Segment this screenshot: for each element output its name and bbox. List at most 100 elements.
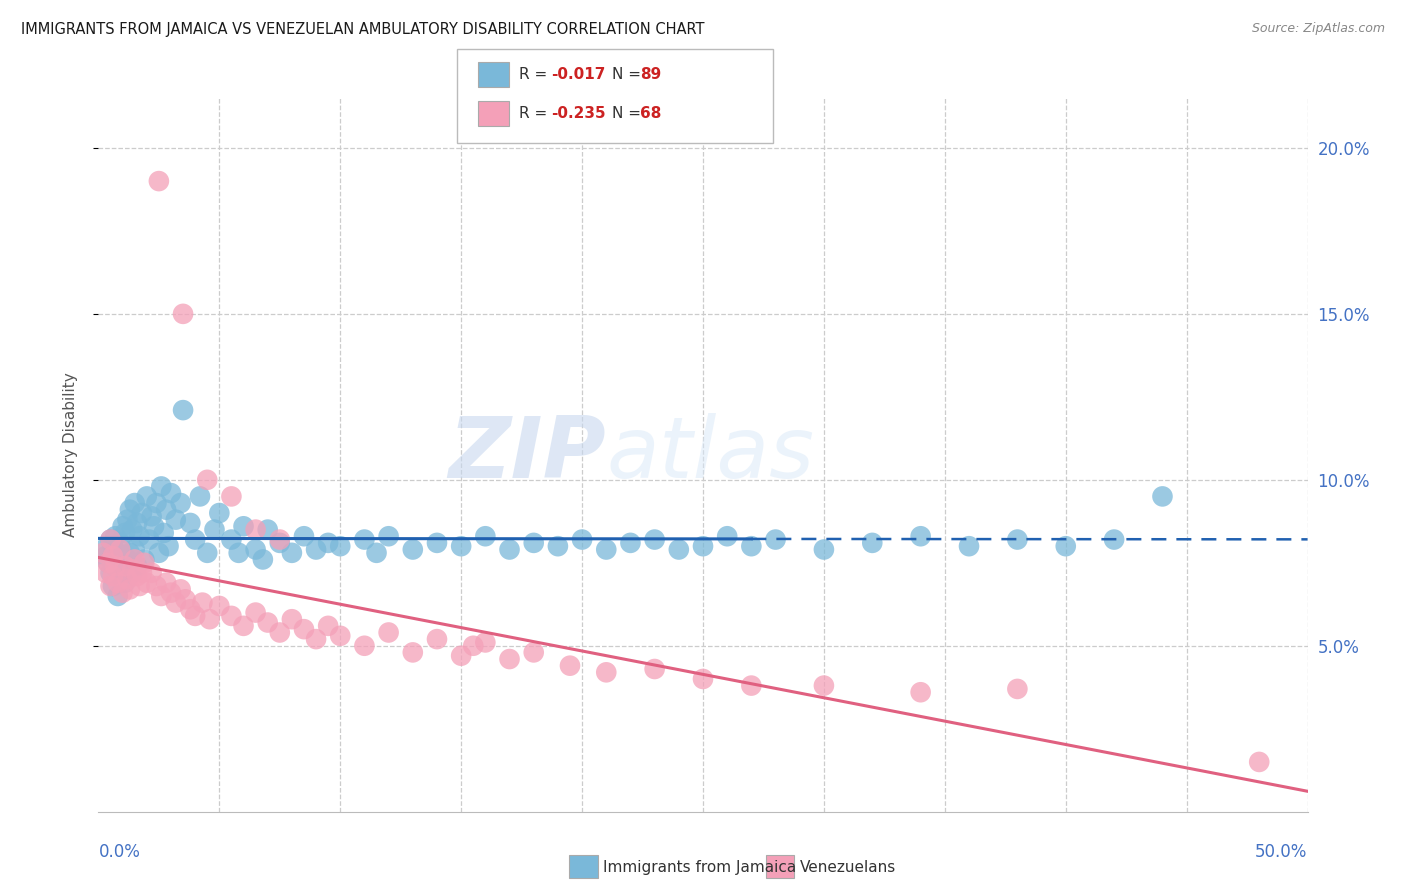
Text: 50.0%: 50.0%	[1256, 843, 1308, 861]
Point	[498, 542, 520, 557]
Point	[100, 579, 122, 593]
Point	[329, 629, 352, 643]
Point	[131, 566, 153, 580]
Text: 89: 89	[640, 68, 661, 82]
Point	[155, 502, 177, 516]
Point	[426, 536, 449, 550]
Point	[957, 539, 980, 553]
Point	[198, 612, 221, 626]
Point	[101, 579, 124, 593]
Point	[145, 579, 167, 593]
Point	[128, 529, 150, 543]
Point	[91, 546, 114, 560]
Point	[402, 645, 425, 659]
Point	[127, 559, 149, 574]
Point	[208, 599, 231, 613]
Point	[523, 536, 546, 550]
Point	[692, 672, 714, 686]
Point	[813, 542, 835, 557]
Text: Source: ZipAtlas.com: Source: ZipAtlas.com	[1251, 22, 1385, 36]
Point	[305, 632, 328, 647]
Point	[104, 559, 127, 574]
Point	[121, 566, 143, 580]
Point	[165, 513, 187, 527]
Text: 0.0%: 0.0%	[98, 843, 141, 861]
Point	[668, 542, 690, 557]
Point	[245, 606, 267, 620]
Point	[150, 589, 173, 603]
Point	[107, 575, 129, 590]
Point	[1102, 533, 1125, 547]
Point	[117, 552, 139, 566]
Point	[117, 513, 139, 527]
Point	[269, 533, 291, 547]
Point	[148, 546, 170, 560]
Point	[111, 562, 134, 576]
Point	[195, 546, 218, 560]
Point	[100, 533, 122, 547]
Point	[329, 539, 352, 553]
Point	[523, 645, 546, 659]
Point	[127, 516, 149, 530]
Point	[692, 539, 714, 553]
Point	[191, 596, 214, 610]
Point	[498, 652, 520, 666]
Point	[256, 523, 278, 537]
Point	[111, 519, 134, 533]
Point	[152, 525, 174, 540]
Point	[595, 542, 617, 557]
Point	[740, 539, 762, 553]
Point	[305, 542, 328, 557]
Text: -0.235: -0.235	[551, 106, 606, 120]
Point	[135, 575, 157, 590]
Point	[134, 556, 156, 570]
Point	[184, 608, 207, 623]
Point	[245, 523, 267, 537]
Point	[644, 662, 666, 676]
Point	[121, 523, 143, 537]
Point	[157, 539, 180, 553]
Point	[94, 549, 117, 563]
Point	[138, 533, 160, 547]
Point	[114, 525, 136, 540]
Point	[134, 552, 156, 566]
Point	[450, 539, 472, 553]
Point	[91, 542, 114, 557]
Point	[366, 546, 388, 560]
Point	[179, 602, 201, 616]
Point	[353, 639, 375, 653]
Point	[463, 639, 485, 653]
Point	[188, 490, 211, 504]
Point	[108, 569, 131, 583]
Point	[813, 679, 835, 693]
Point	[111, 585, 134, 599]
Point	[547, 539, 569, 553]
Point	[1152, 490, 1174, 504]
Point	[118, 546, 141, 560]
Point	[860, 536, 883, 550]
Point	[107, 589, 129, 603]
Point	[595, 665, 617, 680]
Point	[155, 575, 177, 590]
Point	[107, 546, 129, 560]
Point	[1054, 539, 1077, 553]
Point	[426, 632, 449, 647]
Point	[716, 529, 738, 543]
Point	[141, 566, 163, 580]
Point	[252, 552, 274, 566]
Point	[474, 529, 496, 543]
Point	[148, 174, 170, 188]
Point	[402, 542, 425, 557]
Point	[1007, 533, 1029, 547]
Text: N =: N =	[612, 106, 641, 120]
Point	[558, 658, 581, 673]
Point	[117, 573, 139, 587]
Text: -0.017: -0.017	[551, 68, 606, 82]
Point	[94, 566, 117, 580]
Point	[195, 473, 218, 487]
Point	[292, 529, 315, 543]
Point	[377, 625, 399, 640]
Point	[316, 536, 339, 550]
Point	[97, 556, 120, 570]
Text: IMMIGRANTS FROM JAMAICA VS VENEZUELAN AMBULATORY DISABILITY CORRELATION CHART: IMMIGRANTS FROM JAMAICA VS VENEZUELAN AM…	[21, 22, 704, 37]
